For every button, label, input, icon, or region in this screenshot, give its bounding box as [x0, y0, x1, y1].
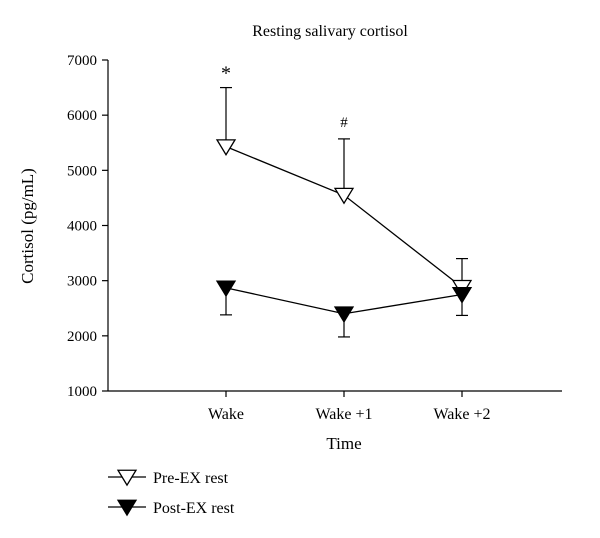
- legend-item-post-ex: Post-EX rest: [108, 499, 235, 517]
- legend-item-pre-ex: Pre-EX rest: [108, 469, 229, 487]
- y-tick-label: 3000: [67, 274, 97, 290]
- post-ex-point: [333, 306, 355, 324]
- x-axis-label: Time: [326, 434, 361, 453]
- y-tick-label: 2000: [67, 329, 97, 345]
- series-layer: *#: [215, 63, 473, 338]
- y-tick-label: 5000: [67, 163, 97, 179]
- significance-marker: #: [340, 115, 348, 131]
- post-ex-point: [451, 287, 473, 304]
- y-tick-label: 4000: [67, 219, 97, 235]
- pre-ex-point: [333, 187, 355, 205]
- legend-label: Pre-EX rest: [153, 470, 229, 487]
- legend-marker: [116, 469, 138, 487]
- legend: Pre-EX rest Post-EX rest: [108, 469, 235, 517]
- legend-label: Post-EX rest: [153, 500, 235, 517]
- legend-marker: [116, 499, 138, 517]
- x-tick-label: Wake: [208, 406, 244, 423]
- chart-title: Resting salivary cortisol: [252, 23, 408, 40]
- x-ticks: Wake Wake +1 Wake +2: [208, 391, 491, 423]
- x-tick-label: Wake +1: [315, 406, 372, 423]
- y-tick-label: 6000: [67, 108, 97, 124]
- post-ex-point: [215, 280, 237, 298]
- y-tick-label: 7000: [67, 53, 97, 69]
- y-ticks: 1000 2000 3000 4000 5000 6000 7000: [67, 53, 108, 400]
- x-tick-label: Wake +2: [433, 406, 490, 423]
- pre-ex-point: [215, 139, 237, 156]
- y-axis-label: Cortisol (pg/mL): [18, 168, 37, 284]
- significance-marker: *: [221, 63, 231, 85]
- y-tick-label: 1000: [67, 384, 97, 400]
